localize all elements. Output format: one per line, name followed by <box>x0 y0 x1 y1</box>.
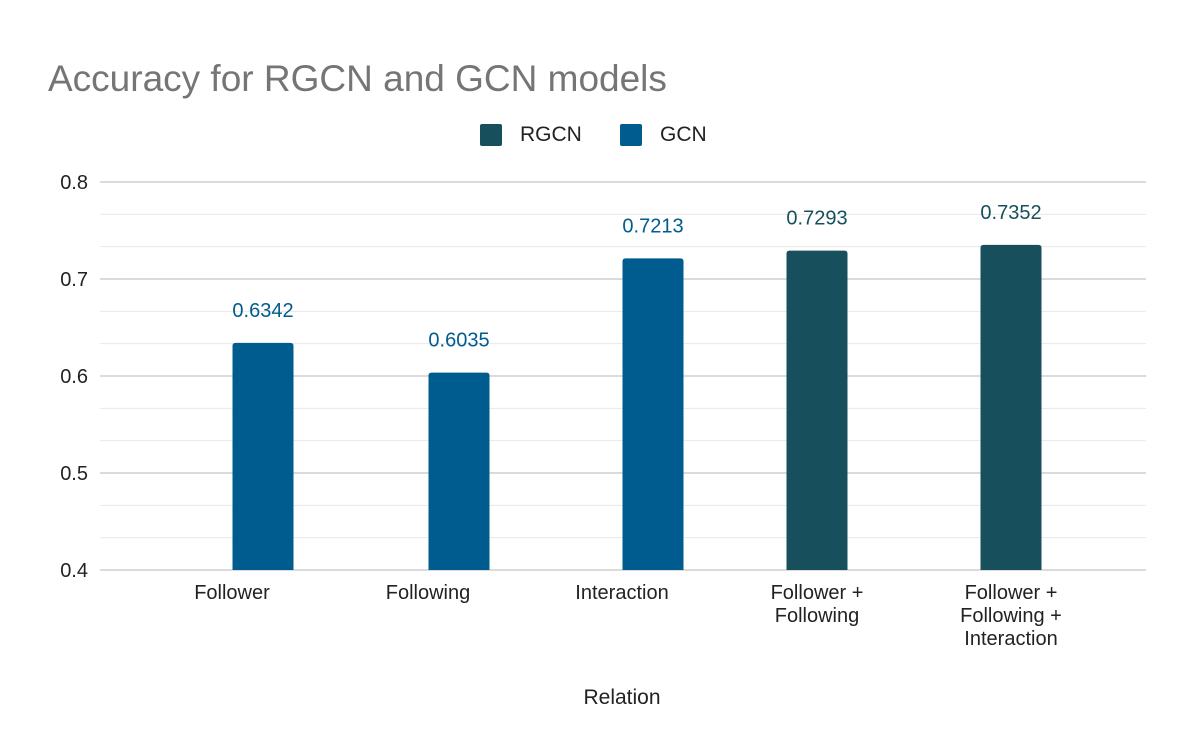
data-label: 0.6342 <box>232 300 293 322</box>
bars <box>232 244 1042 571</box>
data-labels: 0.6342 0.6035 0.7213 0.7293 0.7352 <box>232 202 1041 352</box>
y-axis-tick-label: 0.7 <box>60 269 88 291</box>
x-axis-tick-label: Following <box>775 605 859 627</box>
legend-swatch-rgcn <box>480 124 502 146</box>
x-axis-tick-label: Follower + <box>771 582 864 604</box>
bar-gcn <box>428 372 490 570</box>
data-label: 0.7213 <box>622 215 683 237</box>
bar-gcn <box>232 342 294 570</box>
x-axis-tick-label: Follower + <box>965 582 1058 604</box>
legend: RGCN GCN <box>480 123 707 146</box>
data-label: 0.7352 <box>980 202 1041 224</box>
y-axis-tick-label: 0.6 <box>60 366 88 388</box>
x-axis-title: Relation <box>583 686 660 709</box>
x-axis-tick-labels: Follower Following Interaction Follower +Fo… <box>194 582 1062 650</box>
x-axis-tick-label: Following + <box>960 605 1062 627</box>
bar-gcn <box>622 258 684 570</box>
bar-rgcn <box>786 250 848 571</box>
y-axis-tick-label: 0.4 <box>60 560 88 582</box>
y-axis-tick-label: 0.8 <box>60 172 88 194</box>
x-axis-tick-label: Follower <box>194 582 270 604</box>
legend-label-gcn: GCN <box>660 123 707 146</box>
x-axis-tick-label: Following <box>386 582 470 604</box>
x-axis-tick-label: Interaction <box>964 628 1057 650</box>
legend-swatch-gcn <box>620 124 642 146</box>
data-label: 0.6035 <box>428 330 489 352</box>
x-axis-tick-label: Interaction <box>575 582 668 604</box>
data-label: 0.7293 <box>786 208 847 230</box>
y-axis-tick-label: 0.5 <box>60 463 88 485</box>
chart-title: Accuracy for RGCN and GCN models <box>48 58 667 99</box>
legend-label-rgcn: RGCN <box>520 123 582 146</box>
y-axis-tick-labels: 0.8 0.7 0.6 0.5 0.4 <box>60 172 88 582</box>
bar-rgcn <box>980 244 1042 570</box>
